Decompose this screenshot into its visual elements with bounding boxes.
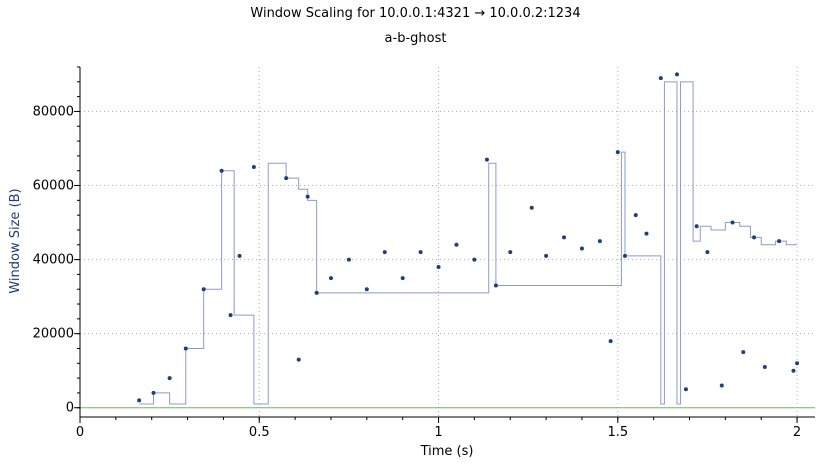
- data-point: [400, 276, 405, 281]
- data-point: [741, 350, 746, 355]
- data-point: [730, 220, 735, 225]
- data-point: [579, 246, 584, 251]
- data-point: [795, 361, 800, 366]
- x-tick-label: 1.5: [607, 425, 628, 440]
- data-point: [364, 287, 369, 292]
- axes: 0 0.5 1 1.5 2 0 20000 40000 60000 80000: [33, 66, 815, 440]
- y-tick-label: 80000: [33, 104, 74, 119]
- chart-title: Window Scaling for 10.0.0.1:4321 → 10.0.…: [250, 6, 580, 21]
- x-tick-label: 2: [793, 425, 801, 440]
- y-tick-label: 20000: [33, 327, 74, 342]
- grid-lines: [79, 67, 815, 417]
- data-point: [137, 398, 142, 403]
- data-point: [705, 250, 710, 255]
- x-tick-label: 0.5: [249, 425, 270, 440]
- data-point: [183, 346, 188, 351]
- y-tick-label: 40000: [33, 253, 74, 268]
- data-point: [508, 250, 513, 255]
- data-point: [228, 313, 233, 318]
- data-point: [644, 231, 649, 236]
- data-point: [615, 150, 620, 155]
- data-point: [791, 368, 796, 373]
- data-point: [436, 265, 441, 269]
- x-tick-label: 1: [434, 425, 442, 440]
- data-point: [694, 224, 699, 229]
- data-point: [633, 213, 638, 218]
- data-point: [529, 205, 534, 210]
- data-point: [622, 253, 627, 258]
- y-axis-title: Window Size (B): [8, 188, 23, 293]
- data-point: [493, 283, 498, 288]
- data-point: [484, 157, 489, 162]
- data-point: [544, 253, 549, 258]
- data-point: [472, 257, 477, 262]
- data-point: [418, 250, 423, 255]
- data-point: [328, 276, 333, 281]
- data-point: [454, 242, 459, 247]
- x-axis-title: Time (s): [420, 444, 474, 459]
- data-point: [305, 194, 310, 199]
- data-point: [597, 239, 602, 244]
- y-tick-label: 0: [66, 401, 74, 416]
- data-point: [777, 239, 782, 244]
- y-tick-label: 60000: [33, 179, 74, 194]
- data-point: [562, 235, 567, 240]
- data-point: [658, 76, 663, 81]
- data-point: [284, 176, 289, 181]
- data-point: [719, 383, 724, 388]
- data-point: [683, 387, 688, 392]
- data-point: [382, 250, 387, 255]
- data-point: [219, 168, 224, 173]
- data-point: [251, 165, 256, 169]
- plot-area: [80, 72, 815, 409]
- data-point: [151, 390, 156, 395]
- window-step-line: [139, 81, 798, 405]
- data-point: [201, 287, 206, 292]
- data-point: [762, 365, 767, 369]
- chart-subtitle: a-b-ghost: [385, 31, 447, 46]
- data-point: [314, 290, 319, 295]
- data-point: [167, 376, 172, 381]
- data-point: [608, 339, 613, 344]
- data-point: [296, 357, 301, 362]
- data-point: [674, 72, 679, 77]
- data-point: [752, 235, 757, 240]
- x-tick-label: 0: [76, 425, 84, 440]
- data-point: [237, 253, 242, 258]
- data-point: [346, 257, 351, 262]
